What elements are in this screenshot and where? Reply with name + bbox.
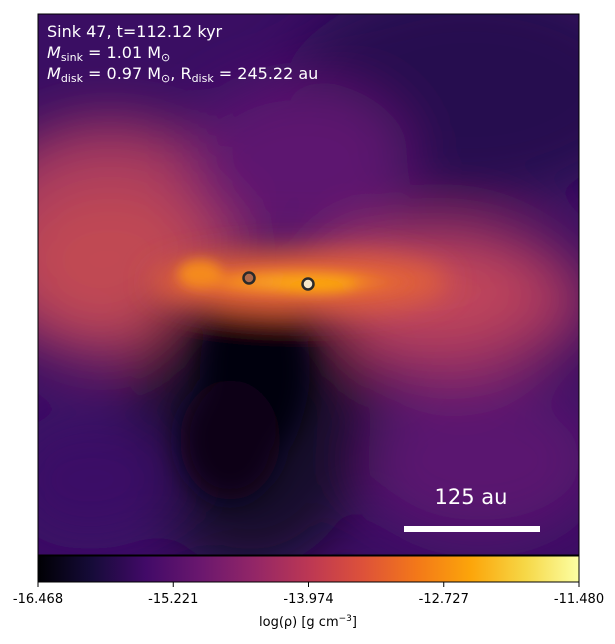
colorbar-tick-label: -15.221 [148, 592, 198, 607]
envelope-bottom-left [38, 410, 180, 550]
colorbar-tick-label: -12.727 [419, 592, 469, 607]
colorbar-label: log(ρ) [g cm−3] [259, 614, 357, 630]
disk-left-clump [178, 260, 222, 288]
colorbar-tick-label: -13.974 [283, 592, 333, 607]
colorbar-tick-label: -11.480 [554, 592, 604, 607]
envelope-left-inner [38, 190, 200, 330]
disk-center [275, 275, 355, 293]
colorbar-gradient [37, 555, 580, 583]
cavity-lower [180, 380, 280, 500]
colorbar-ticks: -16.468 -15.221 -13.974 -12.727 -11.480 [13, 582, 604, 607]
annotation-line-3: Mdisk = 0.97 M⊙, Rdisk = 245.22 au [47, 64, 318, 85]
colorbar: -16.468 -15.221 -13.974 -12.727 -11.480 log(… [13, 555, 604, 630]
colorbar-tick-label: -16.468 [13, 592, 63, 607]
envelope-bottom-right [360, 380, 579, 540]
plot-frame [37, 13, 580, 556]
sink-47-primary-marker [301, 277, 315, 291]
scale-bar [404, 526, 540, 532]
scale-bar-label: 125 au [435, 485, 508, 509]
envelope-top-middle [190, 80, 410, 240]
density-map: 125 au Sink 47, t=112.12 kyr Msink = 1.0… [38, 14, 579, 555]
annotation-line-2: Msink = 1.01 M⊙ [47, 43, 170, 64]
annotation-line-1: Sink 47, t=112.12 kyr [47, 22, 223, 41]
sink-47-secondary-marker [242, 271, 256, 285]
